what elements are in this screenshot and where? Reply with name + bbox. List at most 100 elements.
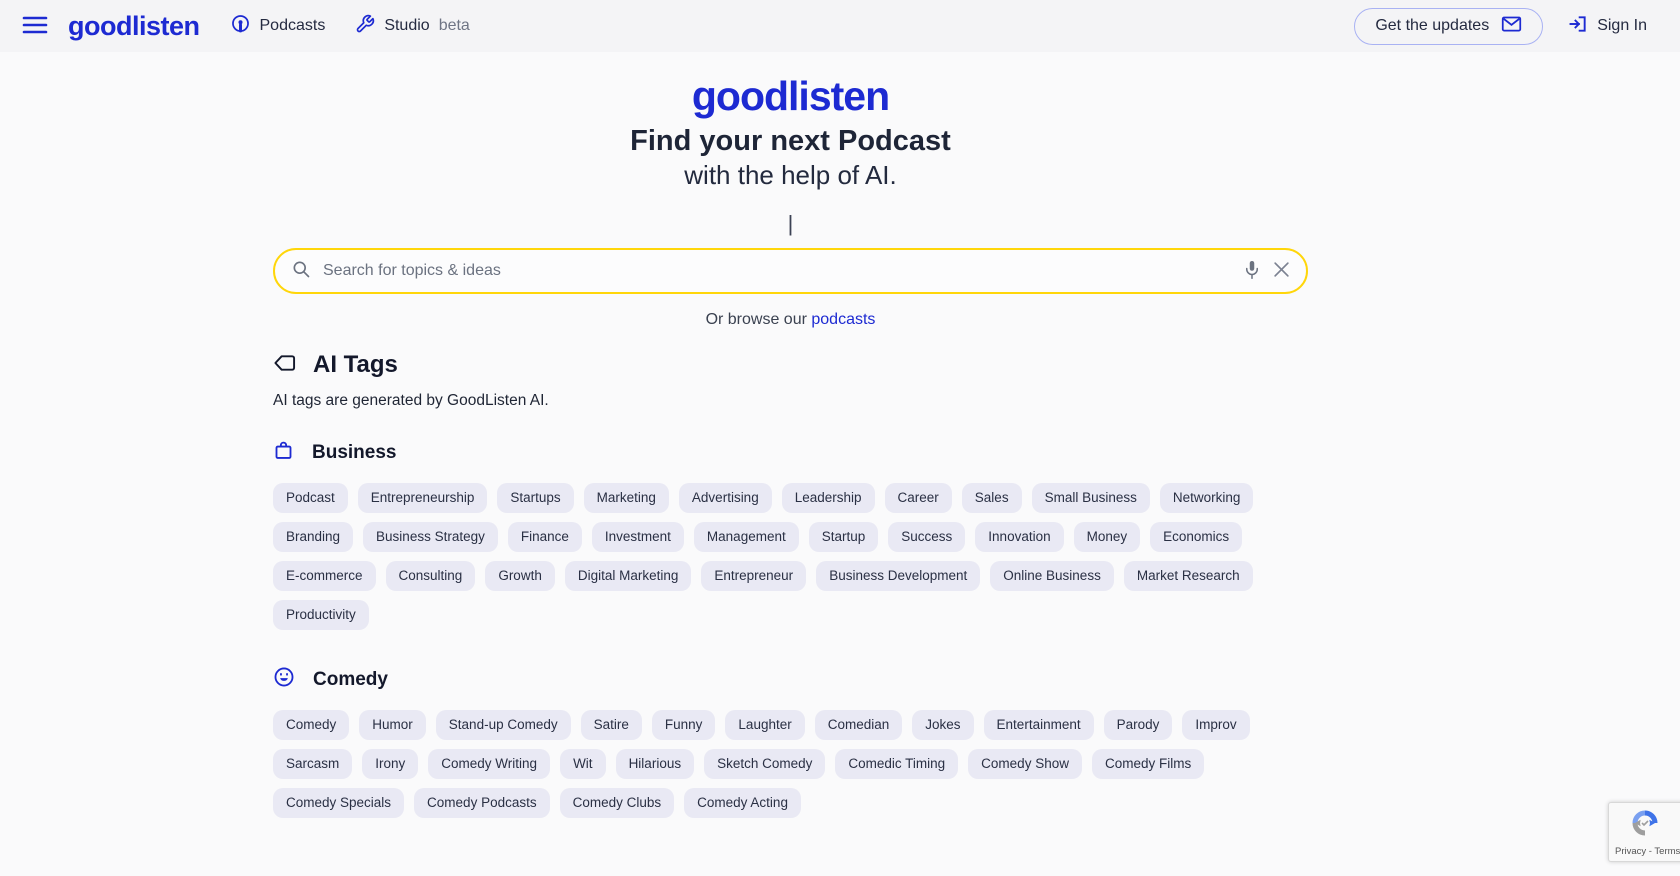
page-subtitle: with the help of AI.: [684, 160, 897, 190]
tag-pill[interactable]: Career: [884, 483, 952, 513]
tag-pill[interactable]: Irony: [362, 749, 419, 779]
tag-pill[interactable]: E-commerce: [273, 561, 376, 591]
smiley-icon: [273, 666, 295, 693]
tag-pill[interactable]: Management: [693, 522, 799, 552]
recaptcha-badge[interactable]: Privacy - Terms: [1608, 802, 1680, 862]
hamburger-icon: [22, 14, 48, 39]
tag-pill[interactable]: Sketch Comedy: [704, 749, 826, 779]
nav-item-label: Studio: [384, 17, 430, 34]
nav-item-studio[interactable]: Studio beta: [355, 14, 470, 39]
tag-pill[interactable]: Podcast: [273, 483, 348, 513]
ai-tags-subtitle: AI tags are generated by GoodListen AI.: [273, 392, 549, 409]
page-title: Find your next Podcast: [630, 125, 951, 157]
tag-pill[interactable]: Growth: [485, 561, 555, 591]
section-title: Comedy: [313, 668, 388, 690]
login-icon: [1568, 14, 1588, 39]
main-content: goodlisten Find your next Podcast with t…: [0, 74, 1680, 818]
tag-pill[interactable]: Parody: [1103, 710, 1173, 740]
tag-pill[interactable]: Business Strategy: [363, 522, 498, 552]
search-bar: [273, 248, 1308, 294]
hamburger-menu-button[interactable]: [22, 14, 48, 39]
tag-pill[interactable]: Satire: [580, 710, 642, 740]
podcast-icon: [230, 13, 251, 39]
ai-tags-section: AI Tags AI tags are generated by GoodLis…: [273, 351, 1308, 818]
briefcase-icon: [273, 440, 294, 466]
tag-pill[interactable]: Economics: [1150, 522, 1243, 552]
tag-pill[interactable]: Money: [1073, 522, 1141, 552]
tag-icon: [273, 353, 296, 378]
tag-pill[interactable]: Humor: [359, 710, 426, 740]
microphone-icon: [1243, 259, 1261, 284]
tag-pill[interactable]: Branding: [273, 522, 354, 552]
tag-pill[interactable]: Startup: [808, 522, 879, 552]
tag-pill[interactable]: Sarcasm: [273, 749, 353, 779]
search-icon: [291, 259, 311, 284]
tag-pill[interactable]: Comedy Specials: [273, 788, 405, 818]
tag-pill[interactable]: Improv: [1182, 710, 1250, 740]
tag-pill[interactable]: Success: [888, 522, 966, 552]
sign-in-button[interactable]: Sign In: [1568, 14, 1647, 39]
tag-pill[interactable]: Comedy Clubs: [559, 788, 675, 818]
tag-pill[interactable]: Startups: [497, 483, 574, 513]
tag-pill[interactable]: Comedic Timing: [835, 749, 959, 779]
tag-pill[interactable]: Digital Marketing: [564, 561, 692, 591]
tag-pill[interactable]: Comedy Podcasts: [414, 788, 550, 818]
tag-pill[interactable]: Sales: [961, 483, 1022, 513]
recaptcha-icon: [1629, 807, 1661, 844]
beta-badge: beta: [438, 17, 470, 34]
tag-pill[interactable]: Business Development: [816, 561, 981, 591]
tag-pill[interactable]: Hilarious: [615, 749, 695, 779]
tag-pill[interactable]: Small Business: [1031, 483, 1150, 513]
tag-pill[interactable]: Finance: [507, 522, 582, 552]
mail-icon: [1501, 15, 1522, 38]
tag-pill[interactable]: Advertising: [678, 483, 772, 513]
tag-pill[interactable]: Innovation: [975, 522, 1064, 552]
tag-list: Podcast Entrepreneurship Startups Marketing…: [273, 483, 1263, 630]
tag-pill[interactable]: Wit: [560, 749, 606, 779]
navbar-logo[interactable]: goodlisten: [68, 10, 200, 41]
tag-pill[interactable]: Comedy: [273, 710, 350, 740]
voice-search-button[interactable]: [1243, 259, 1261, 284]
tag-pill[interactable]: Entrepreneur: [701, 561, 807, 591]
browse-prefix: Or browse our: [705, 311, 812, 328]
ai-tags-header: AI Tags: [273, 351, 1308, 379]
tag-pill[interactable]: Leadership: [781, 483, 875, 513]
tag-section-comedy: Comedy Comedy Humor Stand-up Comedy Satire F…: [273, 666, 1308, 818]
top-navbar: goodlisten Podcasts Studio beta Get the …: [0, 0, 1680, 52]
recaptcha-privacy-terms: Privacy - Terms: [1615, 846, 1680, 857]
tag-pill[interactable]: Marketing: [583, 483, 669, 513]
tag-pill[interactable]: Networking: [1159, 483, 1254, 513]
tag-pill[interactable]: Jokes: [912, 710, 974, 740]
search-input[interactable]: [321, 261, 1231, 281]
close-icon: [1273, 261, 1290, 281]
tag-pill[interactable]: Online Business: [990, 561, 1114, 591]
tag-pill[interactable]: Comedy Writing: [428, 749, 551, 779]
tag-pill[interactable]: Consulting: [385, 561, 476, 591]
get-updates-button[interactable]: Get the updates: [1354, 7, 1544, 45]
typing-cursor: |: [787, 211, 794, 236]
clear-search-button[interactable]: [1273, 261, 1290, 281]
podcasts-link[interactable]: podcasts: [811, 311, 876, 328]
tag-pill[interactable]: Entrepreneurship: [357, 483, 488, 513]
tag-pill[interactable]: Funny: [651, 710, 716, 740]
tag-pill[interactable]: Comedy Acting: [684, 788, 801, 818]
hero-section: goodlisten Find your next Podcast with t…: [273, 74, 1308, 329]
tag-pill[interactable]: Market Research: [1123, 561, 1253, 591]
nav-item-podcasts[interactable]: Podcasts: [230, 13, 325, 39]
get-updates-label: Get the updates: [1375, 17, 1490, 34]
tag-section-business: Business Podcast Entrepreneurship Startups…: [273, 440, 1308, 630]
tag-pill[interactable]: Comedy Films: [1091, 749, 1205, 779]
tag-pill[interactable]: Comedian: [814, 710, 903, 740]
browse-row: Or browse our podcasts: [273, 311, 1308, 329]
sign-in-label: Sign In: [1597, 17, 1647, 34]
ai-tags-title: AI Tags: [313, 351, 398, 378]
tag-pill[interactable]: Stand-up Comedy: [435, 710, 571, 740]
tag-pill[interactable]: Productivity: [273, 600, 369, 630]
tag-pill[interactable]: Laughter: [725, 710, 805, 740]
tag-pill[interactable]: Entertainment: [983, 710, 1094, 740]
tag-pill[interactable]: Comedy Show: [968, 749, 1082, 779]
tag-pill[interactable]: Investment: [591, 522, 684, 552]
section-title: Business: [312, 442, 397, 463]
wrench-icon: [355, 14, 375, 39]
section-header: Business: [273, 440, 1308, 466]
